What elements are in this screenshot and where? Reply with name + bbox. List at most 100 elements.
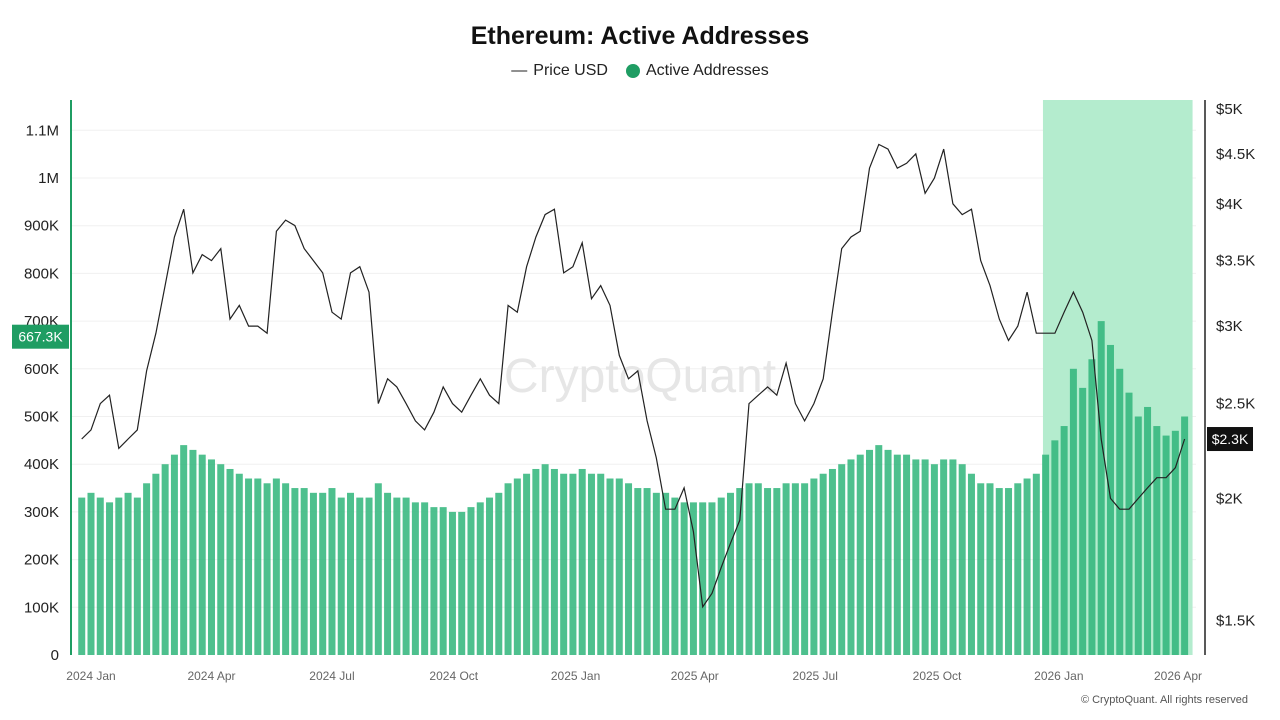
active-addresses-bar <box>448 511 456 655</box>
active-addresses-bar <box>1069 368 1077 655</box>
active-addresses-bar <box>421 502 429 655</box>
active-addresses-bar <box>717 497 725 655</box>
watermark-logo: CryptoQuant <box>504 350 776 403</box>
active-addresses-bar <box>708 502 716 655</box>
active-addresses-bar <box>411 502 419 655</box>
active-addresses-bar <box>523 473 531 655</box>
left-tick-label: 800K <box>24 265 59 282</box>
active-addresses-bar <box>652 492 660 655</box>
active-addresses-bar <box>550 468 558 655</box>
active-addresses-bar <box>662 492 670 655</box>
active-addresses-bar <box>569 473 577 655</box>
active-addresses-bar <box>180 445 188 655</box>
active-addresses-bar <box>272 478 280 655</box>
copyright-footer: © CryptoQuant. All rights reserved <box>1080 694 1248 706</box>
active-addresses-bar <box>615 478 623 655</box>
active-addresses-bar <box>1051 440 1059 655</box>
active-addresses-bar <box>977 483 985 655</box>
active-addresses-bar <box>1014 483 1022 655</box>
active-addresses-bar <box>1106 344 1114 655</box>
active-addresses-bar <box>856 454 864 655</box>
active-addresses-bar <box>921 459 929 655</box>
left-tick-label: 1.1M <box>26 122 59 139</box>
active-addresses-bar <box>745 483 753 655</box>
active-addresses-bar <box>1116 368 1124 655</box>
left-tick-label: 900K <box>24 218 59 235</box>
active-addresses-bar <box>198 454 206 655</box>
active-addresses-bar <box>847 459 855 655</box>
x-tick-label: 2024 Jan <box>66 669 115 683</box>
left-tick-label: 200K <box>24 552 59 569</box>
active-addresses-bar <box>458 511 466 655</box>
active-addresses-bar <box>1079 387 1087 655</box>
active-addresses-bar <box>643 488 651 655</box>
price-line <box>81 143 1186 609</box>
active-addresses-bar <box>78 497 86 655</box>
active-addresses-bar <box>439 507 447 655</box>
active-addresses-bar <box>486 497 494 655</box>
active-addresses-bar <box>161 464 169 655</box>
active-addresses-bar <box>319 492 327 655</box>
active-addresses-bar <box>866 449 874 655</box>
active-addresses-bar <box>1153 426 1161 655</box>
active-addresses-bar <box>384 492 392 655</box>
active-addresses-bar <box>1042 454 1050 655</box>
active-addresses-bar <box>1088 359 1096 655</box>
active-addresses-bar <box>430 507 438 655</box>
active-addresses-bar <box>828 468 836 655</box>
x-tick-label: 2025 Apr <box>671 669 719 683</box>
active-addresses-bar <box>263 483 271 655</box>
active-addresses-bar <box>967 473 975 655</box>
active-addresses-bar <box>1125 392 1133 655</box>
left-tick-label: 400K <box>24 456 59 473</box>
legend-item-active-addresses[interactable]: Active Addresses <box>625 62 769 80</box>
active-addresses-bar <box>764 488 772 655</box>
active-addresses-bar <box>606 478 614 655</box>
active-addresses-bar <box>597 473 605 655</box>
active-addresses-bar <box>1023 478 1031 655</box>
active-addresses-bar <box>810 478 818 655</box>
active-addresses-bar <box>495 492 503 655</box>
x-tick-label: 2024 Oct <box>429 669 478 683</box>
active-addresses-bar <box>143 483 151 655</box>
legend-item-price[interactable]: — Price USD <box>511 62 608 80</box>
active-addresses-bar <box>189 449 197 655</box>
active-addresses-bar <box>1171 430 1179 655</box>
active-addresses-bar <box>504 483 512 655</box>
active-addresses-bar <box>170 454 178 655</box>
dot-marker-icon <box>625 64 640 78</box>
right-tick-label: $4K <box>1216 196 1243 213</box>
active-addresses-bar <box>309 492 317 655</box>
active-addresses-bar <box>291 488 299 655</box>
active-addresses-bar <box>1144 406 1152 655</box>
active-addresses-bar <box>838 464 846 655</box>
active-addresses-bar <box>782 483 790 655</box>
active-addresses-bar <box>356 497 364 655</box>
x-tick-label: 2026 Apr <box>1154 669 1202 683</box>
active-addresses-bar <box>819 473 827 655</box>
active-addresses-bar <box>226 468 234 655</box>
active-addresses-bar <box>476 502 484 655</box>
active-addresses-bar <box>903 454 911 655</box>
active-addresses-bar <box>402 497 410 655</box>
current-price-badge <box>1207 427 1253 452</box>
right-tick-label: $1.5K <box>1216 613 1255 630</box>
active-addresses-bar <box>773 488 781 655</box>
active-addresses-bar <box>374 483 382 655</box>
right-tick-label: $2K <box>1216 490 1243 507</box>
active-addresses-bar <box>300 488 308 655</box>
left-tick-label: 600K <box>24 361 59 378</box>
current-price-label: $2.3K <box>1212 431 1249 447</box>
active-addresses-bar <box>217 464 225 655</box>
active-addresses-bar <box>152 473 160 655</box>
active-addresses-bar <box>87 492 95 655</box>
left-tick-label: 0 <box>51 647 59 664</box>
line-marker-icon: — <box>511 62 528 79</box>
active-addresses-bar <box>930 464 938 655</box>
left-tick-label: 300K <box>24 504 59 521</box>
active-addresses-bar <box>282 483 290 655</box>
active-addresses-bar <box>467 507 475 655</box>
active-addresses-bar <box>1060 426 1068 655</box>
active-addresses-bar <box>634 488 642 655</box>
x-tick-label: 2025 Jan <box>551 669 600 683</box>
